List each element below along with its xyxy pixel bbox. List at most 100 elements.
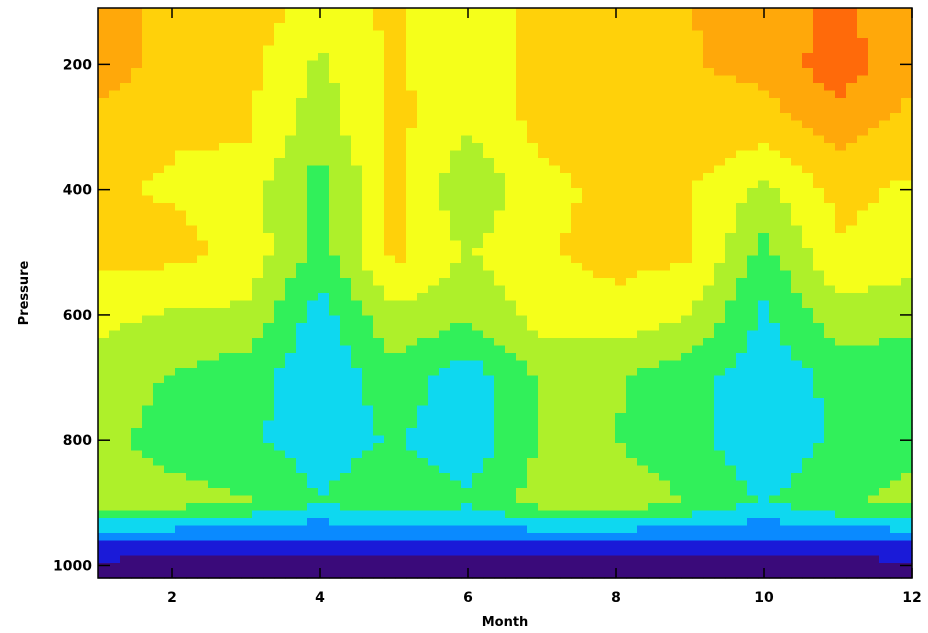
heatmap-cell xyxy=(307,368,319,377)
heatmap-cell xyxy=(626,60,638,69)
heatmap-cell xyxy=(626,390,638,399)
heatmap-cell xyxy=(164,473,176,482)
heatmap-cell xyxy=(285,398,297,407)
heatmap-cell xyxy=(549,203,561,212)
heatmap-cell xyxy=(571,75,583,84)
heatmap-cell xyxy=(417,75,429,84)
heatmap-cell xyxy=(516,45,528,54)
heatmap-cell xyxy=(736,8,748,17)
heatmap-cell xyxy=(593,308,605,317)
heatmap-cell xyxy=(98,23,110,32)
heatmap-cell xyxy=(747,293,759,302)
heatmap-cell xyxy=(846,38,858,47)
heatmap-cell xyxy=(857,405,869,414)
heatmap-cell xyxy=(131,105,143,114)
heatmap-cell xyxy=(527,105,539,114)
heatmap-cell xyxy=(824,263,836,272)
heatmap-cell xyxy=(879,30,891,39)
heatmap-cell xyxy=(538,293,550,302)
heatmap-cell xyxy=(109,75,121,84)
heatmap-cell xyxy=(604,458,616,467)
heatmap-cell xyxy=(659,83,671,92)
heatmap-cell xyxy=(780,435,792,444)
heatmap-cell xyxy=(901,45,913,54)
heatmap-cell xyxy=(428,233,440,242)
heatmap-cell xyxy=(659,53,671,62)
heatmap-cell xyxy=(571,338,583,347)
heatmap-cell xyxy=(274,278,286,287)
heatmap-cell xyxy=(813,143,825,152)
heatmap-cell xyxy=(263,233,275,242)
heatmap-cell xyxy=(648,225,660,234)
heatmap-cell xyxy=(747,135,759,144)
heatmap-cell xyxy=(351,135,363,144)
heatmap-cell xyxy=(439,218,451,227)
heatmap-cell xyxy=(670,300,682,309)
heatmap-cell xyxy=(615,263,627,272)
heatmap-cell xyxy=(593,300,605,309)
heatmap-cell xyxy=(769,308,781,317)
heatmap-cell xyxy=(769,120,781,129)
heatmap-cell xyxy=(274,210,286,219)
heatmap-cell xyxy=(538,233,550,242)
heatmap-cell xyxy=(692,345,704,354)
heatmap-cell xyxy=(604,75,616,84)
heatmap-cell xyxy=(109,15,121,24)
heatmap-cell xyxy=(461,398,473,407)
heatmap-cell xyxy=(681,240,693,249)
heatmap-cell xyxy=(131,210,143,219)
heatmap-cell xyxy=(274,405,286,414)
heatmap-cell xyxy=(681,255,693,264)
heatmap-cell xyxy=(813,345,825,354)
heatmap-cell xyxy=(802,465,814,474)
heatmap-cell xyxy=(406,15,418,24)
heatmap-cell xyxy=(802,503,814,512)
heatmap-cell xyxy=(439,240,451,249)
heatmap-cell xyxy=(494,8,506,17)
heatmap-cell xyxy=(824,330,836,339)
heatmap-cell xyxy=(373,135,385,144)
heatmap-cell xyxy=(395,90,407,99)
heatmap-cell xyxy=(109,150,121,159)
heatmap-cell xyxy=(736,330,748,339)
heatmap-cell xyxy=(450,30,462,39)
heatmap-cell xyxy=(868,240,880,249)
heatmap-cell xyxy=(813,255,825,264)
heatmap-cell xyxy=(758,143,770,152)
heatmap-cell xyxy=(582,203,594,212)
heatmap-cell xyxy=(285,435,297,444)
heatmap-cell xyxy=(142,405,154,414)
heatmap-cell xyxy=(362,330,374,339)
heatmap-cell xyxy=(395,315,407,324)
heatmap-cell xyxy=(296,465,308,474)
heatmap-cell xyxy=(813,405,825,414)
heatmap-cell xyxy=(307,90,319,99)
heatmap-cell xyxy=(780,488,792,497)
heatmap-cell xyxy=(230,270,242,279)
heatmap-cell xyxy=(406,150,418,159)
heatmap-cell xyxy=(890,300,902,309)
heatmap-cell xyxy=(197,180,209,189)
heatmap-cell xyxy=(758,285,770,294)
heatmap-cell xyxy=(681,120,693,129)
heatmap-cell xyxy=(362,128,374,137)
heatmap-cell xyxy=(505,90,517,99)
heatmap-cell xyxy=(857,458,869,467)
heatmap-cell xyxy=(296,315,308,324)
heatmap-cell xyxy=(351,120,363,129)
heatmap-cell xyxy=(274,360,286,369)
heatmap-cell xyxy=(483,135,495,144)
heatmap-cell xyxy=(494,278,506,287)
heatmap-cell xyxy=(527,330,539,339)
heatmap-cell xyxy=(208,360,220,369)
heatmap-cell xyxy=(483,218,495,227)
heatmap-cell xyxy=(681,458,693,467)
heatmap-cell xyxy=(725,465,737,474)
heatmap-cell xyxy=(571,150,583,159)
heatmap-cell xyxy=(681,405,693,414)
heatmap-cell xyxy=(285,68,297,77)
heatmap-cell xyxy=(142,323,154,332)
heatmap-cell xyxy=(450,105,462,114)
heatmap-cell xyxy=(285,278,297,287)
heatmap-cell xyxy=(186,45,198,54)
